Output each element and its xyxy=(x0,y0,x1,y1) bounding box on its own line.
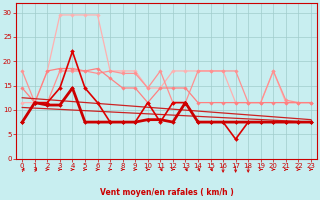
X-axis label: Vent moyen/en rafales ( km/h ): Vent moyen/en rafales ( km/h ) xyxy=(100,188,234,197)
